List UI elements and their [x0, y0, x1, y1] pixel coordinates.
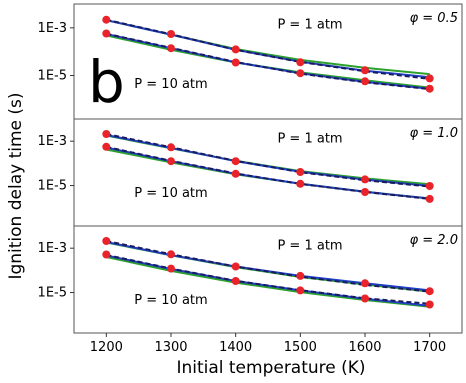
data-point-marker [231, 169, 240, 178]
y-tick-label: 1E-3 [38, 134, 67, 149]
phi-label: φ = 2.0 [410, 233, 458, 248]
data-point-marker [231, 58, 240, 67]
x-ticks-layer: 1200 1300 1400 1500 1600 1700 [90, 333, 446, 355]
panel-frame [73, 118, 463, 227]
data-point-marker [167, 143, 175, 152]
pressure-annotation: P = 1 atm [277, 18, 342, 33]
dashed-curve [106, 32, 430, 91]
panel-letter: b [88, 48, 125, 116]
data-point-marker [231, 157, 240, 166]
data-point-marker [231, 45, 240, 54]
data-point-marker [231, 277, 240, 285]
data-point-marker [167, 157, 175, 166]
data-point-marker [361, 77, 369, 86]
data-point-marker [296, 69, 305, 78]
data-point-marker [167, 264, 175, 273]
x-tick-label: 1300 [154, 340, 187, 355]
y-tick-label: 1E-5 [38, 69, 67, 84]
panel: 1E-3 1E-5 φ = 2.0 P = 1 atm P = 10 atm [38, 225, 463, 334]
panel: 1E-3 1E-5 φ = 0.5 P = 1 atm P = 10 atm [38, 3, 463, 120]
dashed-curve [106, 133, 430, 188]
pressure-annotation: P = 1 atm [277, 131, 342, 146]
pressure-annotation: P = 10 atm [134, 186, 207, 201]
x-tick-label: 1600 [348, 340, 381, 355]
data-point-marker [361, 188, 369, 196]
x-tick-label: 1700 [413, 340, 446, 355]
data-point-marker [425, 300, 434, 309]
x-tick-label: 1400 [219, 340, 252, 355]
data-point-marker [361, 294, 369, 303]
data-point-marker [425, 84, 434, 93]
data-point-marker [167, 30, 175, 38]
y-tick-label: 1E-5 [38, 286, 67, 301]
dashed-curve [106, 240, 430, 293]
dashed-curve [106, 18, 430, 80]
panel-frame [73, 3, 463, 120]
data-point-marker [425, 287, 434, 296]
phi-label: φ = 1.0 [410, 126, 458, 141]
data-point-marker [167, 44, 175, 53]
data-point-marker [231, 262, 240, 271]
phi-label: φ = 0.5 [410, 11, 458, 26]
dashed-curve [106, 253, 430, 305]
data-point-marker [296, 179, 305, 188]
data-point-marker [102, 130, 111, 138]
data-point-marker [102, 250, 111, 259]
data-point-marker [296, 286, 305, 295]
dashed-curve [106, 145, 430, 200]
data-point-marker [296, 168, 305, 176]
data-point-marker [425, 74, 434, 83]
data-point-marker [102, 237, 111, 245]
x-tick-label: 1500 [284, 340, 317, 355]
data-point-marker [167, 250, 175, 259]
data-point-marker [102, 15, 111, 24]
green-curve [106, 256, 430, 308]
data-point-marker [296, 271, 305, 280]
x-axis-label: Initial temperature (K) [176, 358, 365, 378]
pressure-annotation: P = 10 atm [134, 293, 207, 308]
data-point-marker [425, 194, 434, 203]
data-point-marker [425, 182, 434, 190]
data-point-marker [361, 66, 369, 75]
data-point-marker [102, 142, 111, 151]
data-point-marker [102, 29, 111, 38]
pressure-annotation: P = 10 atm [134, 77, 207, 92]
data-point-marker [361, 175, 369, 184]
y-axis-label: Ignition delay time (s) [6, 92, 26, 279]
data-point-marker [296, 58, 305, 67]
y-tick-label: 1E-5 [38, 179, 67, 194]
data-point-marker [361, 279, 369, 288]
y-tick-label: 1E-3 [38, 21, 67, 36]
pressure-annotation: P = 1 atm [277, 238, 342, 253]
y-tick-label: 1E-3 [38, 241, 67, 256]
x-tick-label: 1200 [90, 340, 123, 355]
panel-frame [73, 225, 463, 334]
panel: 1E-3 1E-5 φ = 1.0 P = 1 atm P = 10 atm [38, 118, 463, 227]
